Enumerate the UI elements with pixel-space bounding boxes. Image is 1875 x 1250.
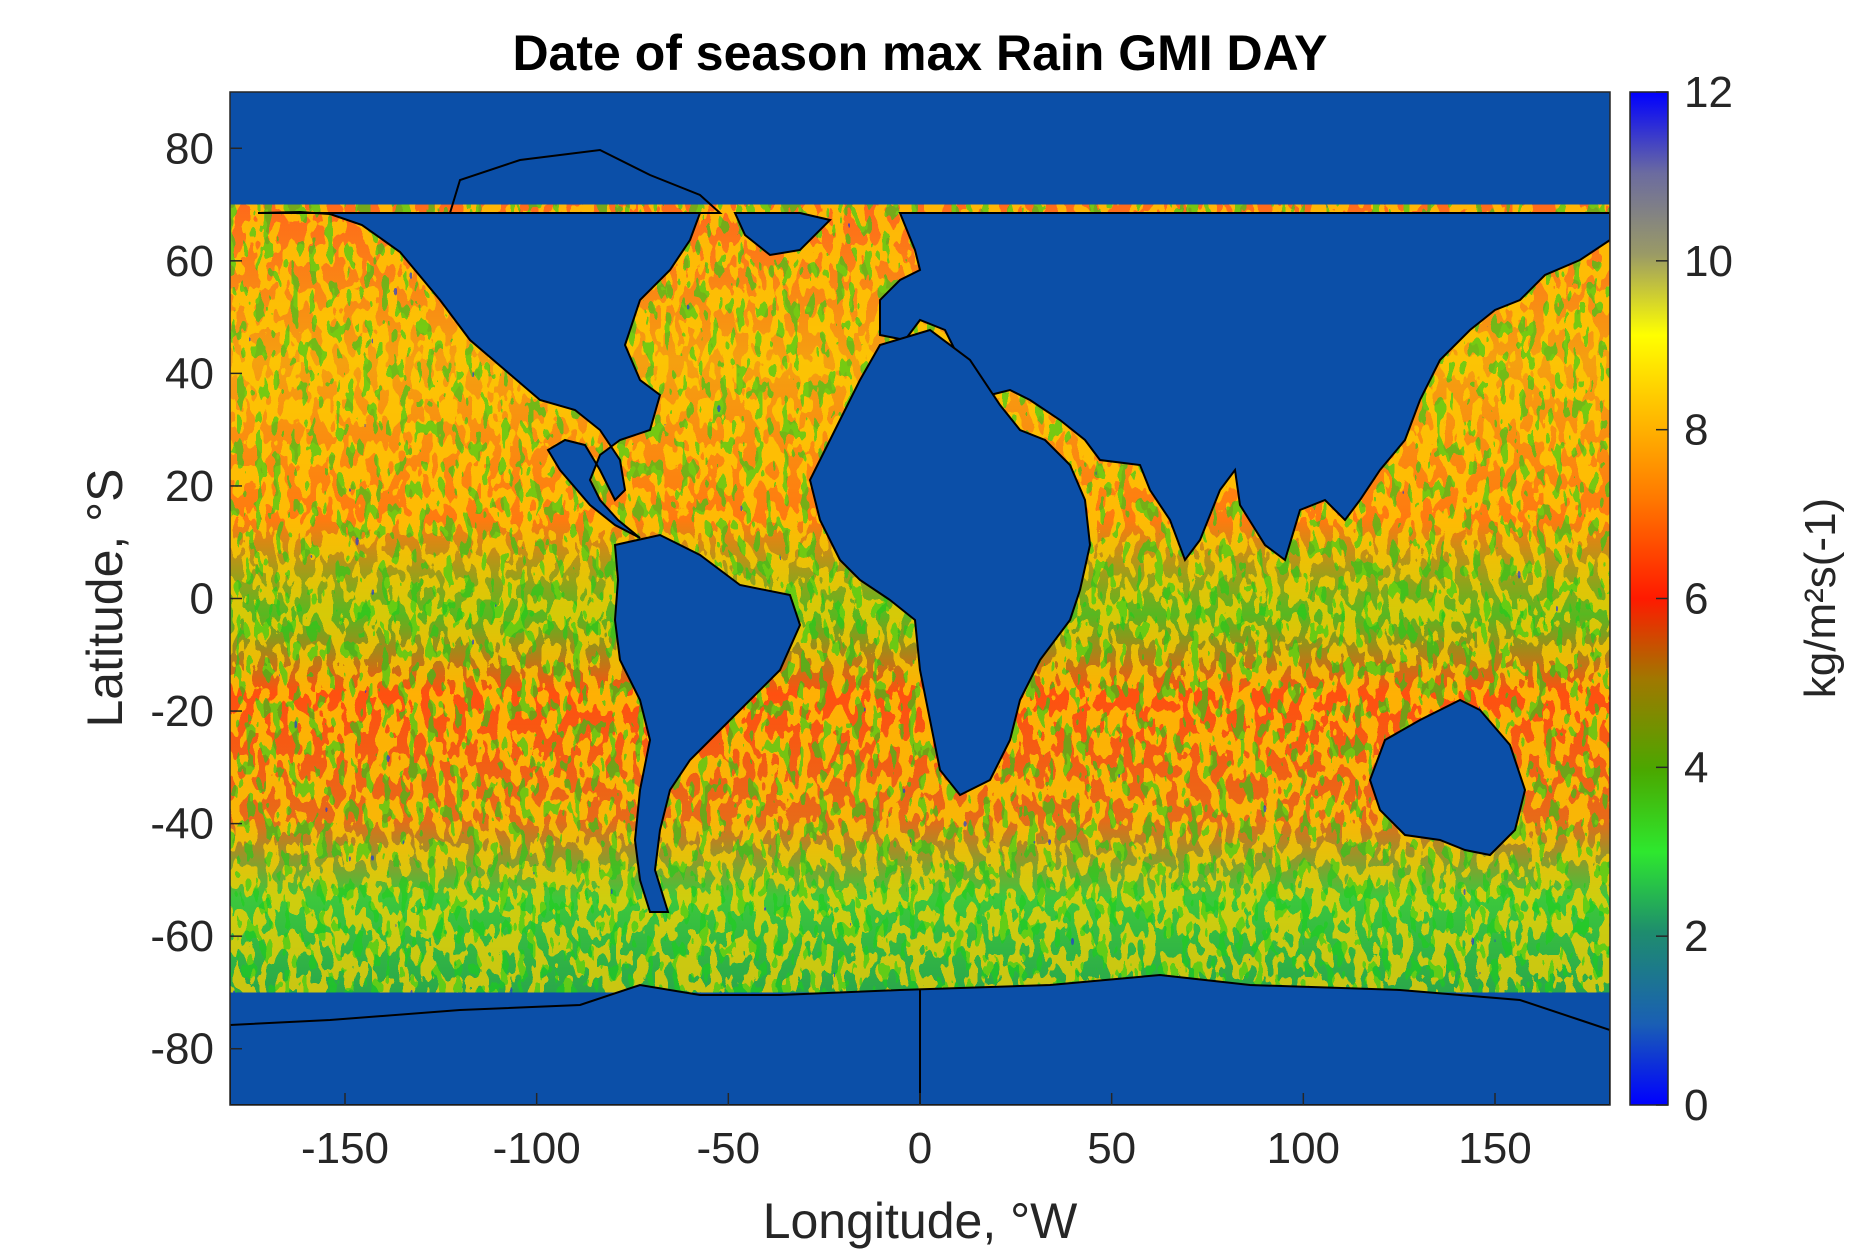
colorbar-tick-label: 12 — [1684, 68, 1733, 117]
x-axis-label: Longitude, °W — [763, 1193, 1078, 1249]
x-tick-label: -100 — [493, 1124, 581, 1173]
land-north-america — [257, 210, 702, 539]
land-australia — [1368, 698, 1527, 857]
colorbar-tick-label: 8 — [1684, 406, 1708, 455]
chart-title: Date of season max Rain GMI DAY — [512, 25, 1327, 81]
x-tick-label: 100 — [1267, 1124, 1340, 1173]
map-plot — [230, 92, 1610, 1105]
y-tick-label: 80 — [165, 124, 214, 173]
land-greenland — [733, 212, 832, 257]
colorbar-tick-label: 4 — [1684, 743, 1708, 792]
colorbar-tick-label: 2 — [1684, 912, 1708, 961]
x-tick-label: 150 — [1458, 1124, 1531, 1173]
y-tick-label: -40 — [150, 800, 214, 849]
y-tick-label: -20 — [150, 687, 214, 736]
x-tick-label: 0 — [908, 1124, 932, 1173]
x-axis-ticks: -150 -100 -50 0 50 100 150 — [301, 1093, 1532, 1173]
colorbar-label: kg/m²s(-1) — [1796, 498, 1845, 698]
continents — [230, 148, 1610, 1105]
y-tick-label: -60 — [150, 912, 214, 961]
x-tick-label: 50 — [1087, 1124, 1136, 1173]
colorbar-ticks: 12 10 8 6 4 2 0 — [1656, 68, 1733, 1130]
colorbar-tick-label: 6 — [1684, 575, 1708, 624]
x-tick-label: -50 — [697, 1124, 761, 1173]
x-tick-label: -150 — [301, 1124, 389, 1173]
colorbar-tick-label: 0 — [1684, 1081, 1708, 1130]
land-south-america — [613, 533, 802, 913]
y-tick-label: 20 — [165, 462, 214, 511]
y-tick-label: 40 — [165, 349, 214, 398]
y-axis-ticks: 80 60 40 20 0 -20 -40 -60 -80 — [150, 124, 242, 1074]
y-tick-label: 60 — [165, 237, 214, 286]
land-arctic — [448, 148, 723, 214]
y-tick-label: 0 — [190, 575, 214, 624]
y-tick-label: -80 — [150, 1025, 214, 1074]
land-eurasia — [879, 212, 1610, 563]
colorbar-tick-label: 10 — [1684, 237, 1733, 286]
y-axis-label: Latitude, °S — [77, 468, 133, 727]
land-africa — [808, 328, 1092, 797]
